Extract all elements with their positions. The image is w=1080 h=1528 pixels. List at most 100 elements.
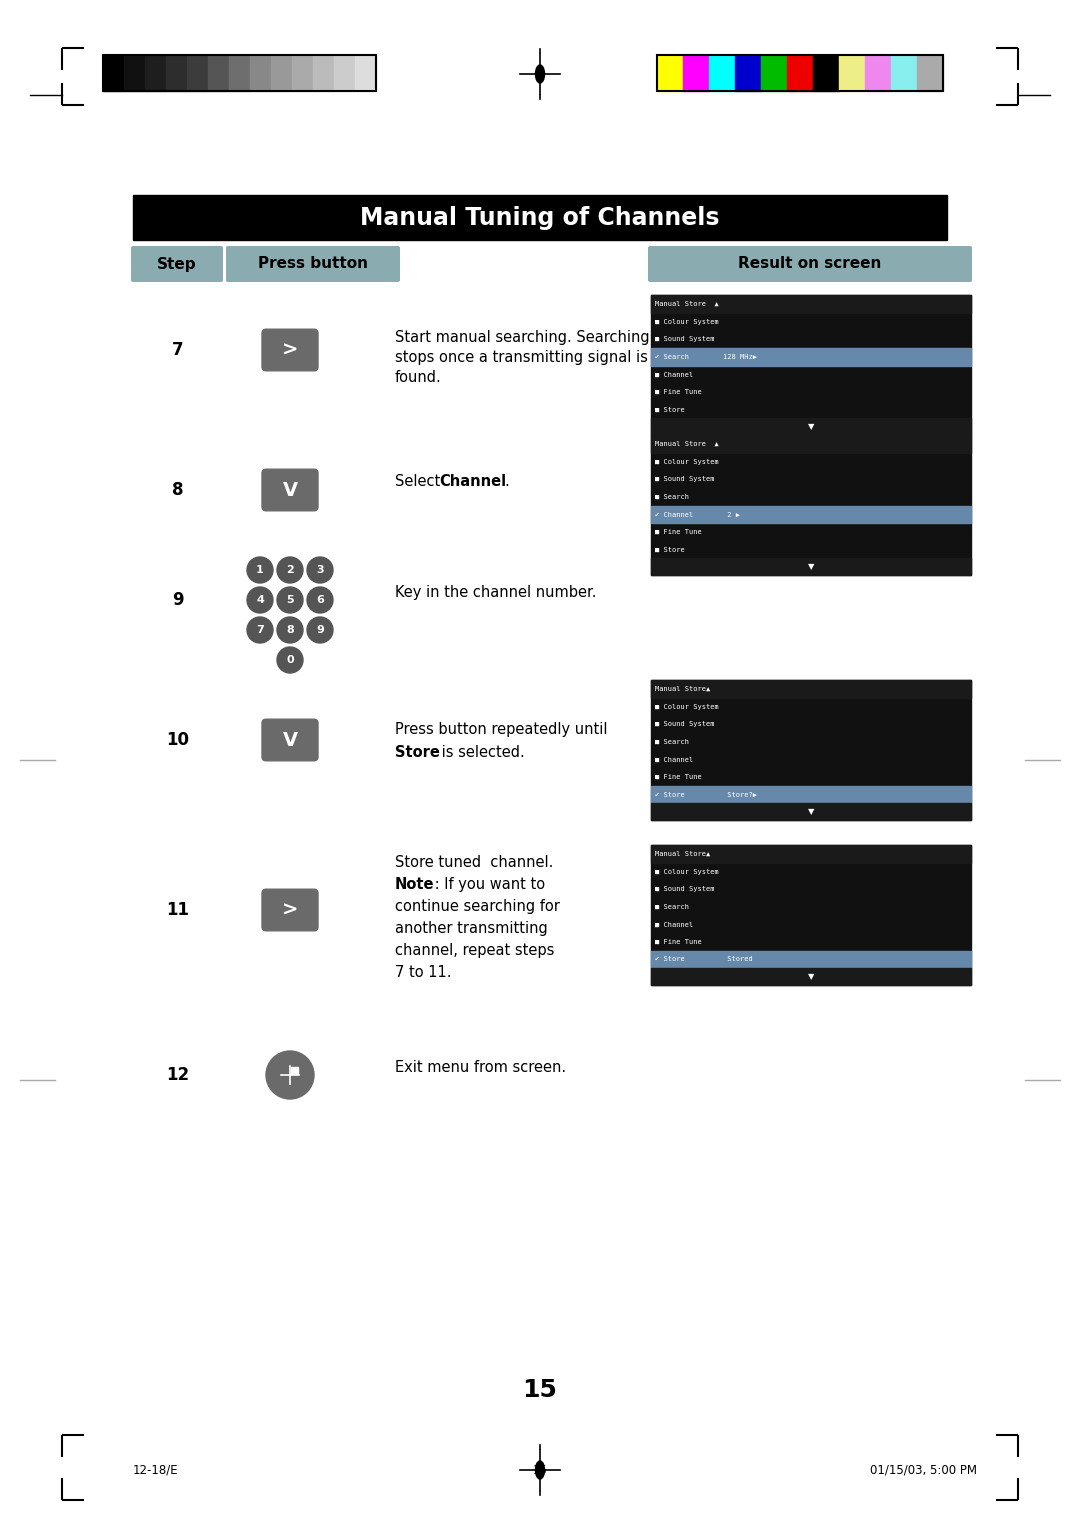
Text: ✔ Search        128 MHz▶: ✔ Search 128 MHz▶ xyxy=(654,354,757,361)
Bar xyxy=(735,55,761,92)
Text: 6: 6 xyxy=(316,594,324,605)
Text: 11: 11 xyxy=(166,902,189,918)
FancyBboxPatch shape xyxy=(648,246,972,283)
Text: Step: Step xyxy=(158,257,197,272)
FancyBboxPatch shape xyxy=(645,674,977,827)
Text: 01/15/03, 5:00 PM: 01/15/03, 5:00 PM xyxy=(870,1464,977,1476)
Bar xyxy=(651,804,971,821)
FancyBboxPatch shape xyxy=(131,246,222,283)
Bar xyxy=(651,558,971,575)
FancyBboxPatch shape xyxy=(262,329,318,371)
Bar xyxy=(651,680,971,821)
Text: 4: 4 xyxy=(256,594,264,605)
Text: ■ Search: ■ Search xyxy=(654,740,689,746)
Text: 7: 7 xyxy=(256,625,264,636)
Text: 7 to 11.: 7 to 11. xyxy=(395,966,451,979)
Bar xyxy=(229,55,249,92)
Text: 7: 7 xyxy=(172,341,184,359)
Bar xyxy=(249,55,271,92)
FancyBboxPatch shape xyxy=(262,889,318,931)
Text: ■ Colour System: ■ Colour System xyxy=(654,458,719,465)
Circle shape xyxy=(307,617,333,643)
Text: ✔ Store          Store?▶: ✔ Store Store?▶ xyxy=(654,792,757,798)
Text: Store: Store xyxy=(395,746,440,759)
Text: .: . xyxy=(504,475,509,489)
Bar xyxy=(292,55,313,92)
Bar xyxy=(103,55,124,92)
Text: >: > xyxy=(282,341,298,359)
Bar xyxy=(355,55,376,92)
Bar xyxy=(761,55,787,92)
Circle shape xyxy=(307,587,333,613)
Bar xyxy=(839,55,865,92)
Bar xyxy=(891,55,917,92)
Bar xyxy=(657,55,683,92)
Circle shape xyxy=(276,617,303,643)
Bar xyxy=(651,845,971,863)
Text: >: > xyxy=(282,900,298,920)
Text: : If you want to: : If you want to xyxy=(430,877,545,892)
Circle shape xyxy=(276,587,303,613)
Text: ■ Channel: ■ Channel xyxy=(654,756,693,762)
Text: ■ Sound System: ■ Sound System xyxy=(654,477,715,483)
Bar xyxy=(133,196,947,240)
Bar xyxy=(651,435,971,575)
Text: Manual Store  ▲: Manual Store ▲ xyxy=(654,301,719,307)
Text: ▼: ▼ xyxy=(808,562,814,571)
Bar xyxy=(787,55,813,92)
Text: Manual Store  ▲: Manual Store ▲ xyxy=(654,442,719,448)
Circle shape xyxy=(266,1051,314,1099)
Bar xyxy=(865,55,891,92)
Text: found.: found. xyxy=(395,370,442,385)
Text: ■ Fine Tune: ■ Fine Tune xyxy=(654,390,702,394)
Circle shape xyxy=(276,558,303,584)
Bar xyxy=(187,55,208,92)
Text: 12: 12 xyxy=(166,1067,190,1083)
Text: ■ Colour System: ■ Colour System xyxy=(654,319,719,325)
Text: continue searching for: continue searching for xyxy=(395,898,559,914)
Ellipse shape xyxy=(536,1461,544,1479)
Polygon shape xyxy=(141,704,214,776)
Text: Store tuned  channel.: Store tuned channel. xyxy=(395,856,553,869)
Text: ■ Store: ■ Store xyxy=(654,547,685,553)
Text: Result on screen: Result on screen xyxy=(739,257,881,272)
Text: ▼: ▼ xyxy=(808,807,814,816)
Bar xyxy=(651,969,971,986)
Bar xyxy=(651,950,971,969)
Text: Select: Select xyxy=(395,475,445,489)
Bar xyxy=(651,506,971,523)
FancyBboxPatch shape xyxy=(262,720,318,761)
FancyBboxPatch shape xyxy=(645,839,977,992)
Text: ▼: ▼ xyxy=(808,972,814,981)
Bar xyxy=(124,55,145,92)
Polygon shape xyxy=(144,565,212,634)
Ellipse shape xyxy=(536,66,544,83)
Text: Press button repeatedly until: Press button repeatedly until xyxy=(395,723,607,736)
Polygon shape xyxy=(144,455,212,524)
Text: Channel: Channel xyxy=(438,475,507,489)
Text: ■ Store: ■ Store xyxy=(654,406,685,413)
Text: ■ Sound System: ■ Sound System xyxy=(654,886,715,892)
Circle shape xyxy=(276,646,303,672)
Text: is selected.: is selected. xyxy=(437,746,525,759)
Bar xyxy=(657,55,943,92)
Text: Exit menu from screen.: Exit menu from screen. xyxy=(395,1059,566,1074)
Bar xyxy=(683,55,708,92)
Text: Start manual searching. Searching: Start manual searching. Searching xyxy=(395,330,650,345)
Text: Key in the channel number.: Key in the channel number. xyxy=(395,585,596,599)
Bar xyxy=(651,295,971,313)
Circle shape xyxy=(247,558,273,584)
FancyBboxPatch shape xyxy=(226,246,400,283)
Bar xyxy=(651,295,971,435)
Text: another transmitting: another transmitting xyxy=(395,921,548,937)
Text: stops once a transmitting signal is: stops once a transmitting signal is xyxy=(395,350,648,365)
Bar xyxy=(651,785,971,804)
Text: channel, repeat steps: channel, repeat steps xyxy=(395,943,554,958)
Bar xyxy=(166,55,187,92)
FancyBboxPatch shape xyxy=(645,429,977,581)
Text: 12-18/E: 12-18/E xyxy=(133,1464,178,1476)
Text: 9: 9 xyxy=(172,591,184,610)
Text: Manual Tuning of Channels: Manual Tuning of Channels xyxy=(361,205,719,229)
Text: ■ Colour System: ■ Colour System xyxy=(654,704,719,711)
Bar xyxy=(651,348,971,365)
